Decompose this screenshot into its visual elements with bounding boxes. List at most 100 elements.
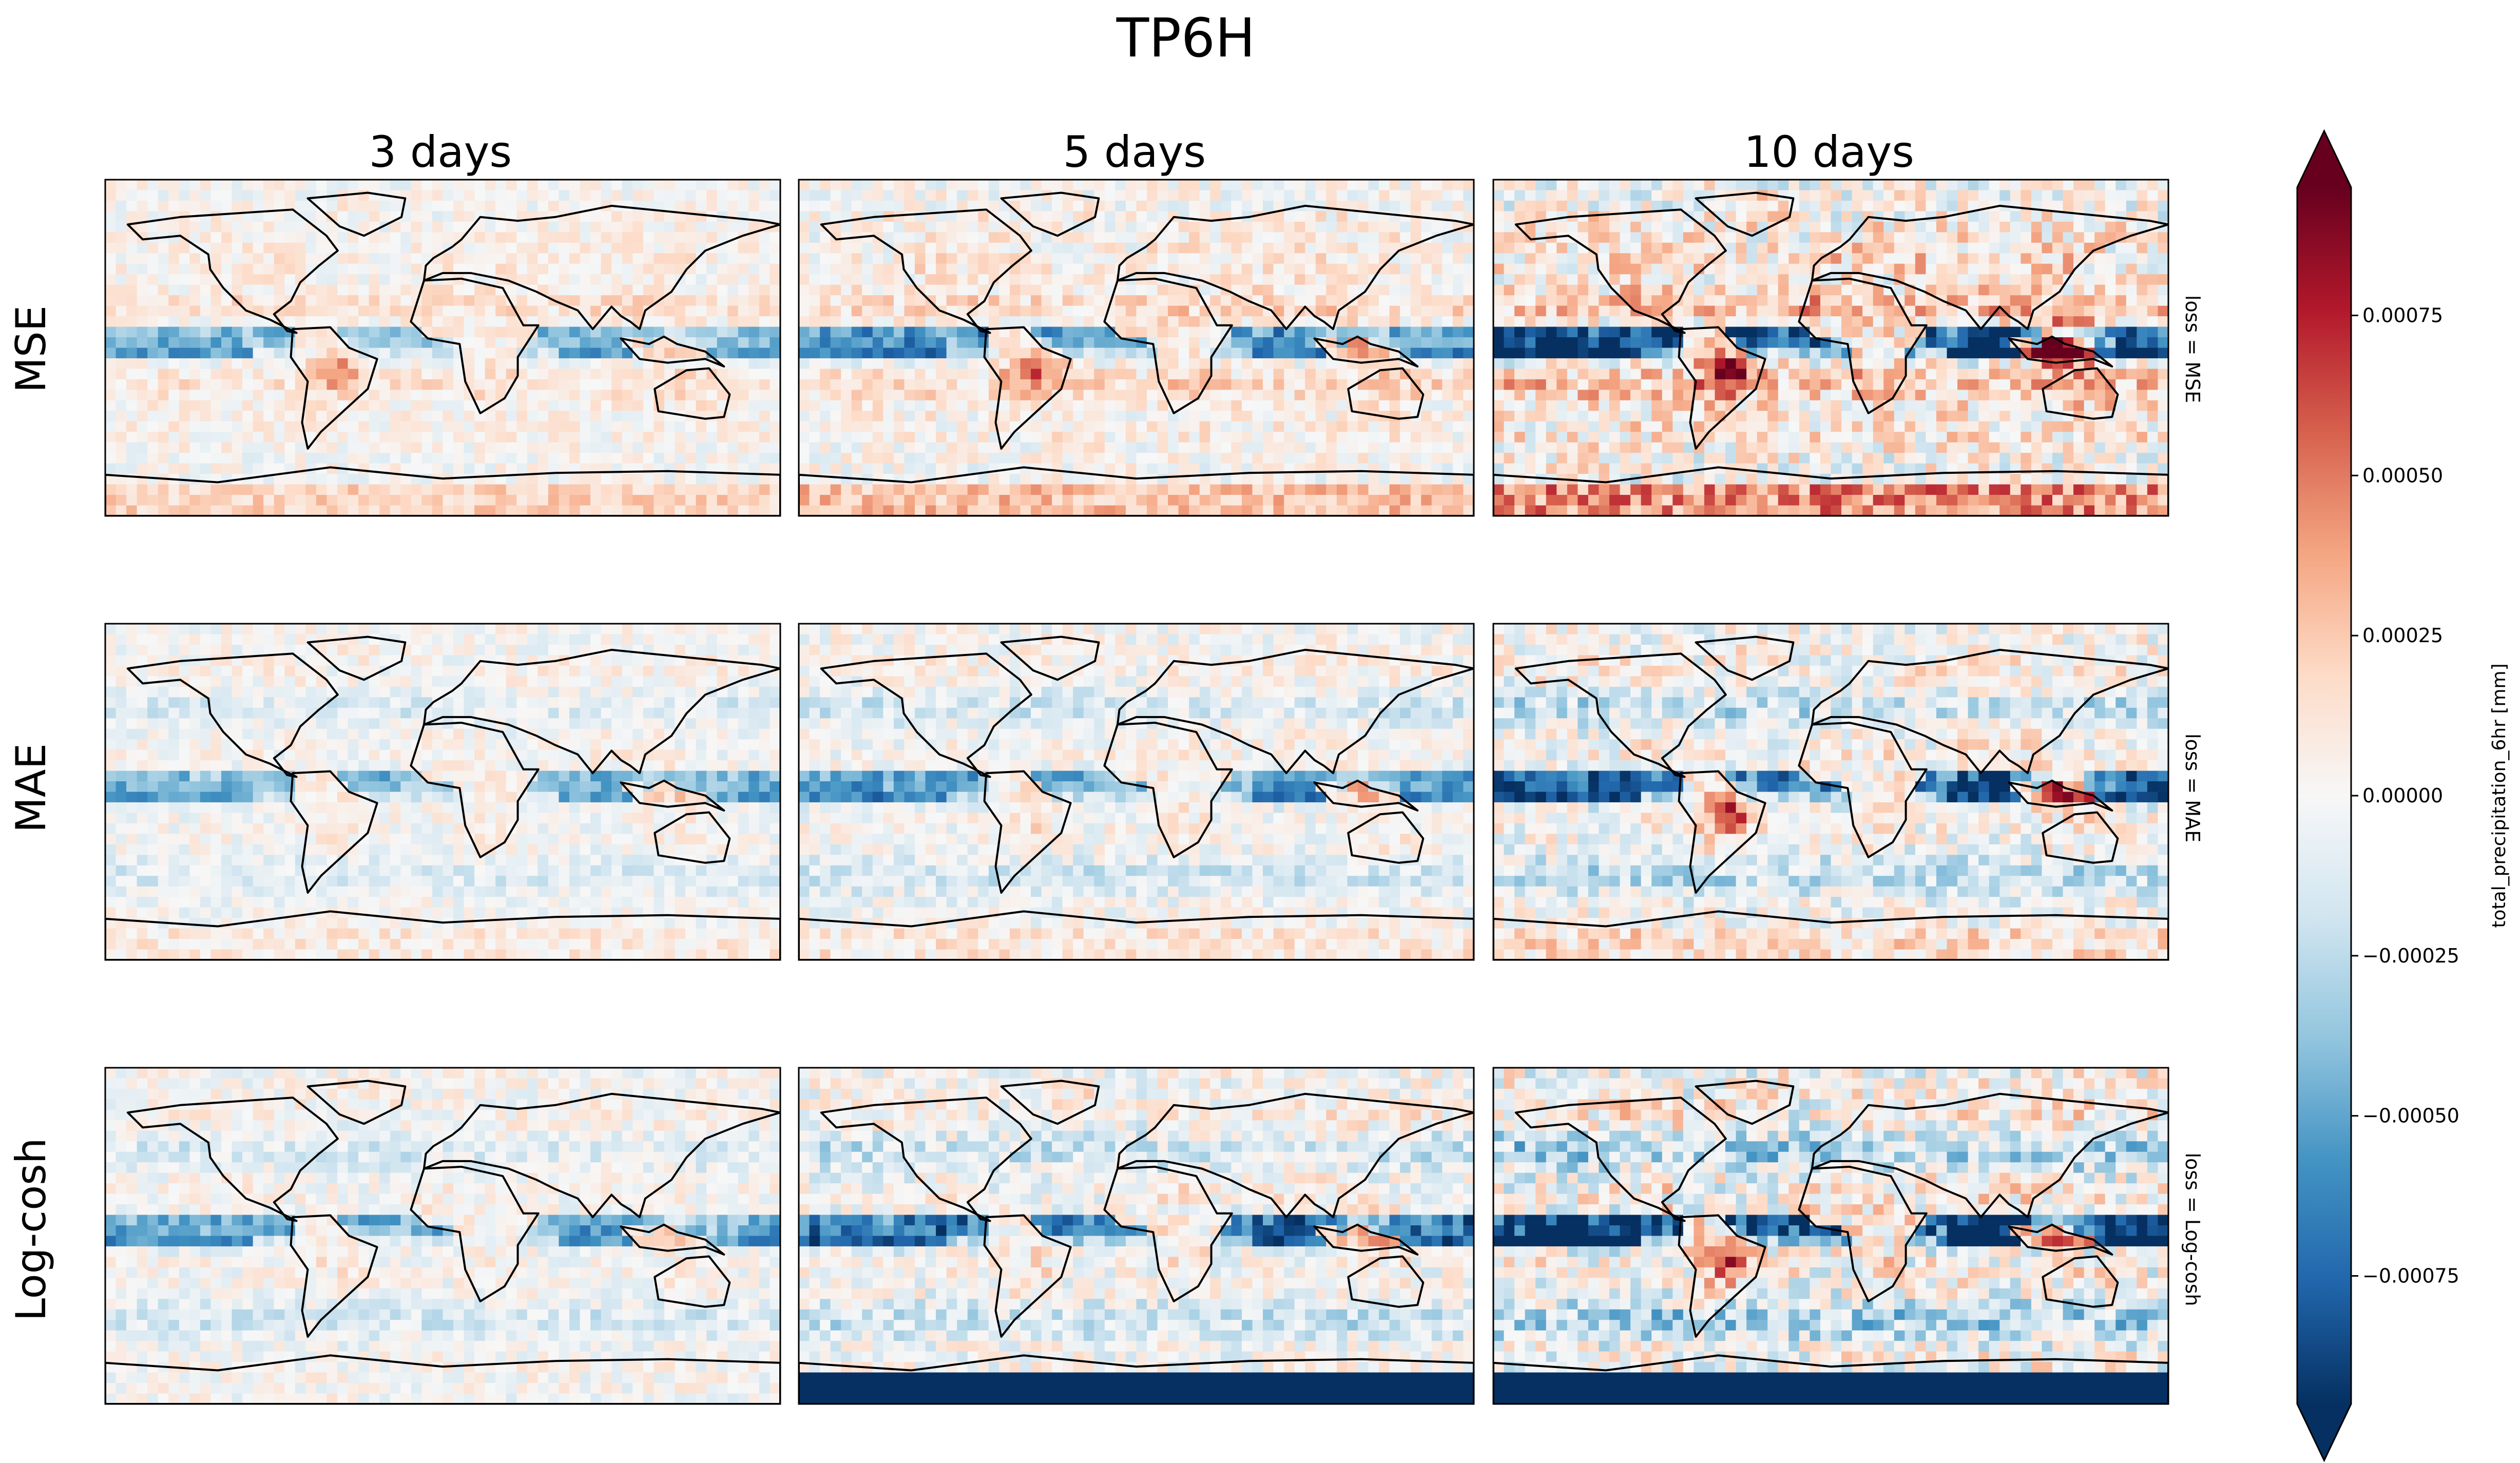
heatmap-cell [1630,284,1642,296]
heatmap-cell [559,400,570,411]
heatmap-cell [337,348,349,359]
heatmap-cell [358,390,370,401]
heatmap-cell [632,305,644,317]
heatmap-cell [474,369,486,380]
heatmap-cell [253,484,264,495]
heatmap-cell [915,221,926,233]
heatmap-cell [1379,190,1390,201]
heatmap-cell [883,348,894,359]
heatmap-cell [988,432,999,443]
heatmap-cell [527,505,538,516]
heatmap-cell [2137,274,2148,285]
heatmap-cell [1199,358,1210,370]
heatmap-cell [421,242,433,254]
heatmap-cell [643,474,655,485]
heatmap-cell [1757,284,1768,296]
heatmap-cell [147,421,159,432]
heatmap-cell [1767,211,1779,222]
heatmap-cell [221,432,233,443]
heatmap-cell [1220,442,1232,453]
heatmap-cell [168,337,180,349]
heatmap-cell [675,495,686,506]
heatmap-cell [936,316,947,328]
heatmap-cell [1157,337,1168,349]
heatmap-cell [432,421,444,432]
heatmap-cell [1546,180,1557,191]
heatmap-cell [883,495,894,506]
heatmap-cell [1062,211,1073,222]
heatmap-cell [1757,274,1768,285]
heatmap-cell [116,232,127,243]
heatmap-cell [590,337,602,349]
heatmap-cell [872,432,883,443]
heatmap-cell [1041,295,1052,306]
heatmap-cell [495,263,507,275]
heatmap-cell [685,348,697,359]
heatmap-cell [1620,232,1631,243]
heatmap-cell [485,242,496,254]
heatmap-cell [1831,316,1842,328]
heatmap-cell [706,442,718,453]
heatmap-cell [590,221,602,233]
heatmap-cell [1567,242,1578,254]
heatmap-cell [200,400,211,411]
heatmap-cell [179,442,190,453]
heatmap-cell [1326,284,1337,296]
heatmap-cell [432,263,444,275]
heatmap-cell [221,305,233,317]
heatmap-cell [622,348,633,359]
heatmap-cell [105,463,117,474]
heatmap-cell [263,180,275,191]
heatmap-cell [1125,190,1137,201]
heatmap-cell [1041,305,1052,317]
heatmap-cell [559,390,570,401]
heatmap-cell [559,505,570,516]
heatmap-cell [1241,358,1253,370]
heatmap-cell [967,253,978,264]
heatmap-cell [706,305,718,317]
heatmap-cell [1210,295,1221,306]
heatmap-cell [158,305,169,317]
heatmap-cell [1630,211,1642,222]
heatmap-cell [1199,232,1210,243]
heatmap-cell [1336,242,1348,254]
heatmap-cell [999,305,1010,317]
heatmap-cell [516,484,528,495]
heatmap-cell [2126,200,2137,212]
heatmap-cell [1315,474,1326,485]
heatmap-cell [759,180,771,191]
heatmap-cell [369,180,380,191]
heatmap-cell [1199,442,1210,453]
heatmap-cell [925,379,936,390]
heatmap-cell [274,253,285,264]
heatmap-cell [2042,200,2053,212]
heatmap-cell [284,369,296,380]
heatmap-cell [2105,200,2116,212]
heatmap-cell [295,442,306,453]
heatmap-cell [506,242,517,254]
heatmap-cell [2010,242,2021,254]
heatmap-cell [411,442,422,453]
heatmap-cell [1220,232,1232,243]
heatmap-cell [1788,242,1800,254]
heatmap-cell [664,200,676,212]
heatmap-cell [915,263,926,275]
heatmap-cell [978,190,989,201]
heatmap-cell [1410,484,1421,495]
heatmap-cell [1347,442,1358,453]
heatmap-cell [664,432,676,443]
heatmap-cell [1252,253,1263,264]
heatmap-cell [158,295,169,306]
heatmap-cell [1556,221,1568,233]
heatmap-cell [830,348,841,359]
heatmap-cell [809,358,820,370]
heatmap-cell [2042,263,2053,275]
heatmap-cell [1241,421,1253,432]
heatmap-cell [622,211,633,222]
heatmap-cell [1525,200,1536,212]
heatmap-cell [717,463,728,474]
heatmap-cell [1252,284,1263,296]
heatmap-cell [189,453,201,464]
heatmap-cell [727,221,739,233]
heatmap-cell [1020,180,1031,191]
